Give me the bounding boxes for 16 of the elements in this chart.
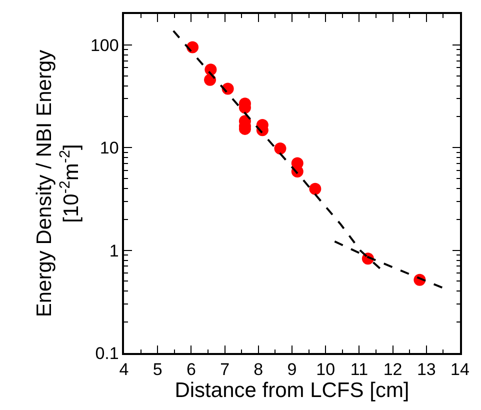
x-tick-label: 8 <box>254 360 264 380</box>
x-tick-label: 14 <box>450 360 470 380</box>
y-tick-label: 100 <box>90 36 119 55</box>
x-tick-label: 6 <box>186 360 196 380</box>
x-tick-label: 12 <box>383 360 402 380</box>
y-tick-label: 0.1 <box>95 344 119 363</box>
x-tick-label: 10 <box>316 360 336 380</box>
x-tick-label: 11 <box>350 360 368 380</box>
y-tick-label: 10 <box>100 138 119 158</box>
x-tick-label: 4 <box>119 360 129 380</box>
x-tick-label: 9 <box>287 360 297 380</box>
x-axis-title: Distance from LCFS [cm] <box>174 379 410 402</box>
x-tick-label: 5 <box>152 360 162 380</box>
x-tick-label: 13 <box>416 360 436 380</box>
x-tick-label: 7 <box>220 360 230 380</box>
y-tick-label: 1 <box>109 241 119 260</box>
